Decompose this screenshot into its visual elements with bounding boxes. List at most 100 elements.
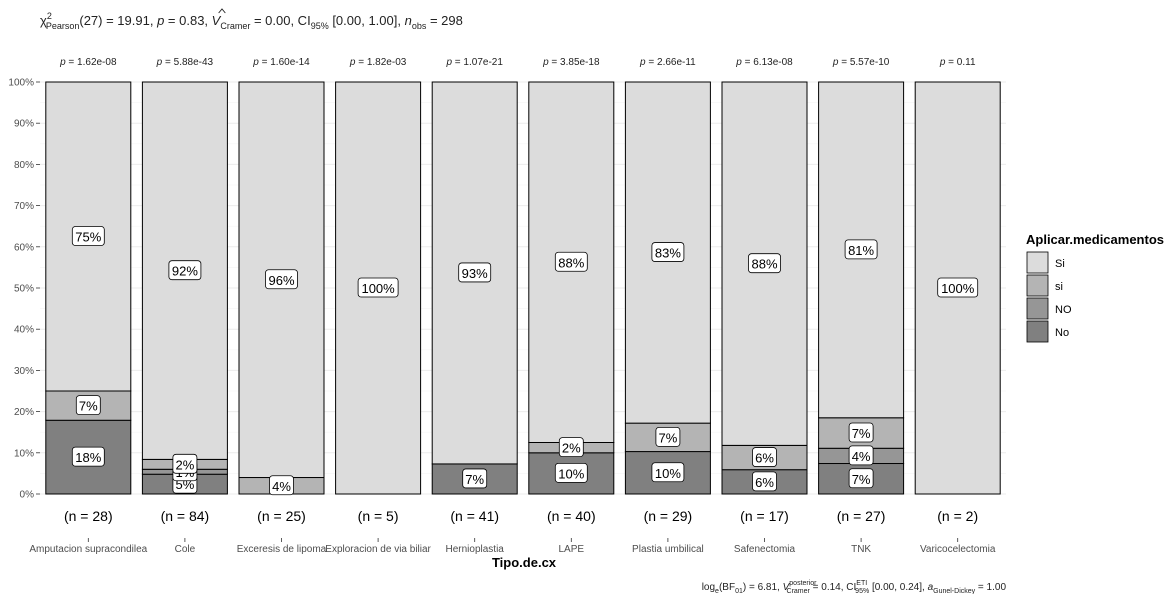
data-label-box xyxy=(651,242,685,262)
n-count-label: (n = 40) xyxy=(547,508,596,524)
hat-mark xyxy=(218,8,226,14)
data-label: 4% xyxy=(852,449,871,464)
data-label-box xyxy=(172,453,198,474)
bar-labels: 18%7%75%5%1%2%92%4%96%100%7%93%10%2%88%1… xyxy=(71,226,979,496)
x-tick-label: Exceresis de lipoma xyxy=(237,544,327,555)
chart-title: χ2 Pearson(27) = 19.91, p = 0.83, VCramer… xyxy=(40,11,463,31)
x-tick-label: Varicocelectomia xyxy=(920,544,996,555)
data-label-box xyxy=(357,277,399,298)
data-label: 83% xyxy=(655,246,681,261)
x-tick-label: Hernioplastia xyxy=(446,544,505,555)
data-label: 92% xyxy=(172,264,198,279)
data-label-box xyxy=(937,277,979,298)
n-count-label: (n = 84) xyxy=(161,508,210,524)
n-count-label: (n = 25) xyxy=(257,508,306,524)
y-tick-label: 50% xyxy=(14,284,34,295)
x-tick-label: Exploracion de via biliar xyxy=(325,544,431,555)
p-value-label: p = 0.11 xyxy=(939,57,976,68)
bar-segment-Si xyxy=(624,81,711,424)
data-label-box xyxy=(848,422,874,443)
data-label-box xyxy=(752,447,777,467)
data-label-box xyxy=(269,475,294,496)
axes: 0% 10% 20% 30% 40% 50% 60% 70% 80% 90% 100% p = 1.6… xyxy=(8,57,995,555)
p-value-label: p = 1.82e-03 xyxy=(349,57,407,68)
data-label-box xyxy=(554,251,588,272)
legend-label: NO xyxy=(1055,304,1072,316)
data-label: 7% xyxy=(852,426,871,441)
data-label: 81% xyxy=(848,243,874,258)
legend-swatch-No xyxy=(1026,320,1049,343)
legend-swatch-si xyxy=(1026,274,1049,297)
data-label: 7% xyxy=(852,472,871,487)
y-tick-label: 40% xyxy=(14,325,34,336)
p-value-label: p = 2.66e-11 xyxy=(639,57,696,68)
legend-label: si xyxy=(1055,281,1063,293)
data-label: 93% xyxy=(462,266,488,281)
data-label-box xyxy=(75,395,101,416)
data-label: 96% xyxy=(268,273,294,288)
data-label-box xyxy=(651,462,685,483)
y-tick-label: 70% xyxy=(14,201,34,212)
data-label-box xyxy=(458,262,492,283)
legend-label: Si xyxy=(1055,258,1065,270)
x-tick-label: Safenectomia xyxy=(734,544,796,555)
p-value-label: p = 1.07e-21 xyxy=(445,57,503,68)
p-value-label: p = 1.62e-08 xyxy=(59,57,117,68)
data-label-box xyxy=(748,253,781,274)
data-label-box xyxy=(655,426,681,447)
chart-caption: loge(BF01) = 6.81, Vposterior Cramer = 0.… xyxy=(702,580,1007,594)
n-count-label: (n = 2) xyxy=(937,508,978,524)
data-label-box xyxy=(265,269,298,290)
y-tick-label: 100% xyxy=(8,78,34,89)
p-value-label: p = 6.13e-08 xyxy=(735,57,793,68)
data-label: 10% xyxy=(558,466,584,481)
p-value-label: p = 3.85e-18 xyxy=(542,57,600,68)
legend-swatch-NO xyxy=(1026,297,1049,320)
data-label-box xyxy=(168,260,202,281)
legend: Aplicar.medicamentos Si si NO No xyxy=(1026,232,1164,343)
data-label-box xyxy=(71,226,105,246)
legend-title: Aplicar.medicamentos xyxy=(1026,232,1164,247)
data-label-box xyxy=(554,462,588,483)
data-label-box xyxy=(462,468,488,489)
n-count-label: (n = 41) xyxy=(450,508,499,524)
y-tick-label: 80% xyxy=(14,160,34,171)
p-value-label: p = 1.60e-14 xyxy=(252,57,310,68)
data-label: 6% xyxy=(755,475,774,490)
n-count-label: (n = 28) xyxy=(64,508,113,524)
data-label-box xyxy=(71,446,105,467)
legend-label: No xyxy=(1055,327,1069,339)
x-tick-label: TNK xyxy=(851,544,871,555)
data-label: 4% xyxy=(272,479,291,494)
data-label: 88% xyxy=(751,257,777,272)
x-tick-label: Amputacion supracondilea xyxy=(29,544,147,555)
data-label: 75% xyxy=(75,230,101,245)
legend-swatch-Si xyxy=(1026,251,1049,274)
data-label: 2% xyxy=(562,441,581,456)
y-tick-label: 60% xyxy=(14,242,34,253)
data-label: 18% xyxy=(75,450,101,465)
data-label: 6% xyxy=(755,451,774,466)
data-label-box xyxy=(848,445,874,466)
y-tick-label: 20% xyxy=(14,407,34,418)
data-label: 7% xyxy=(465,472,484,487)
y-tick-label: 30% xyxy=(14,366,34,377)
n-count-label: (n = 29) xyxy=(644,508,693,524)
data-label: 7% xyxy=(659,430,678,445)
y-tick-label: 90% xyxy=(14,119,34,130)
x-axis-title: Tipo.de.cx xyxy=(492,555,557,570)
data-label: 100% xyxy=(361,281,395,296)
y-tick-label: 0% xyxy=(20,490,35,501)
data-label-box xyxy=(848,468,874,489)
data-label: 7% xyxy=(79,399,98,414)
n-count-label: (n = 17) xyxy=(740,508,789,524)
n-count-label: (n = 27) xyxy=(837,508,886,524)
data-label: 2% xyxy=(176,457,195,472)
p-value-label: p = 5.57e-10 xyxy=(832,57,890,68)
y-tick-label: 10% xyxy=(14,448,34,459)
data-label: 88% xyxy=(558,255,584,270)
data-label: 100% xyxy=(941,281,975,296)
x-tick-label: Cole xyxy=(175,544,196,555)
x-tick-label: LAPE xyxy=(559,544,585,555)
